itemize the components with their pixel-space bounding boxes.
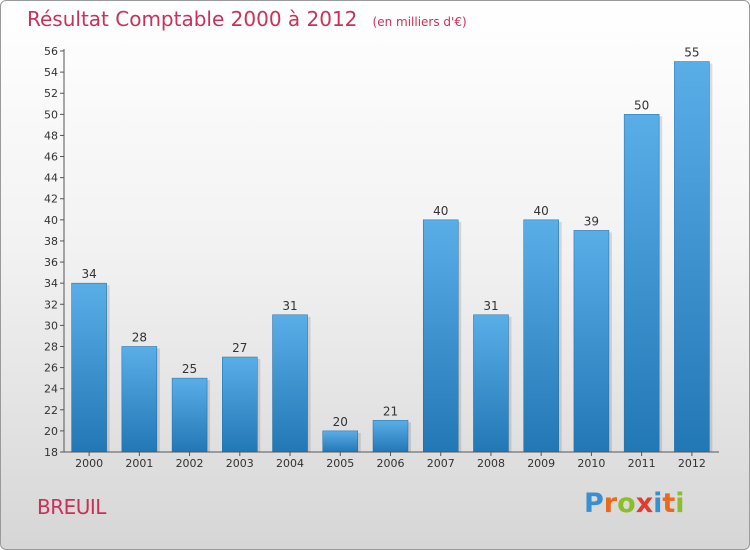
y-tick-label: 48 (44, 129, 58, 142)
bar-value-label: 31 (282, 299, 297, 313)
x-tick-label: 2012 (678, 457, 706, 470)
bars: 34 28 25 27 31 20 21 40 31 40 39 50 55 (71, 46, 713, 453)
bar-2007 (422, 219, 459, 453)
y-tick-label: 20 (44, 425, 58, 438)
logo-letter: i (653, 488, 663, 519)
y-tick-label: 34 (44, 277, 58, 290)
bar-2010 (573, 230, 610, 453)
y-tick-label: 40 (44, 214, 58, 227)
chart-header: Résultat Comptable 2000 à 2012 (en milli… (27, 7, 467, 31)
commune-name: BREUIL (37, 495, 106, 519)
logo-letter: P (584, 488, 604, 519)
x-axis: 2000 2001 2002 2003 2004 2005 2006 2007 2008 2009… (64, 451, 719, 470)
bar-value-label: 34 (81, 267, 96, 281)
y-tick-label: 52 (44, 87, 58, 100)
bar-value-label: 31 (483, 299, 498, 313)
y-tick-label: 22 (44, 404, 58, 417)
bar-2009 (523, 219, 559, 453)
y-tick-label: 28 (44, 340, 58, 353)
x-tick-label: 2011 (628, 457, 656, 470)
x-tick-label: 2005 (326, 457, 354, 470)
x-tick-label: 2010 (577, 457, 605, 470)
y-tick-label: 32 (44, 298, 58, 311)
bar-value-label: 50 (634, 98, 649, 112)
bar-value-label: 40 (433, 204, 448, 218)
bar-2001 (121, 346, 158, 453)
x-tick-label: 2006 (377, 457, 405, 470)
bar-value-label: 28 (132, 330, 147, 344)
bar-value-label: 55 (684, 46, 699, 60)
chart-title: Résultat Comptable 2000 à 2012 (27, 7, 358, 31)
y-tick-label: 46 (44, 151, 58, 164)
bar-2002 (171, 377, 208, 453)
x-tick-label: 2004 (276, 457, 304, 470)
bar-2011 (623, 114, 660, 453)
y-tick-label: 36 (44, 256, 58, 269)
chart-subtitle: (en milliers d'€) (372, 15, 467, 29)
y-tick-label: 56 (44, 45, 58, 58)
y-tick-label: 38 (44, 235, 58, 248)
x-tick-label: 2001 (125, 457, 153, 470)
y-tick-label: 44 (44, 172, 58, 185)
x-tick-label: 2003 (226, 457, 254, 470)
x-tick-label: 2000 (75, 457, 103, 470)
bar-value-label: 40 (534, 204, 549, 218)
logo-letter: r (603, 488, 618, 519)
bar-value-label: 25 (182, 362, 197, 376)
y-tick-label: 50 (44, 108, 58, 121)
bar-value-label: 21 (383, 404, 398, 418)
logo-letter: x (635, 488, 654, 519)
y-tick-label: 24 (44, 383, 58, 396)
bar-2012 (674, 61, 710, 453)
y-axis: 18 20 22 24 26 28 30 32 34 36 38 40 42 44 46 48 50 52 54 56 (44, 45, 65, 459)
y-tick-label: 54 (44, 66, 58, 79)
x-tick-label: 2007 (427, 457, 455, 470)
y-tick-label: 42 (44, 193, 58, 206)
y-tick-label: 26 (44, 362, 58, 375)
x-tick-label: 2009 (527, 457, 555, 470)
x-tick-label: 2008 (477, 457, 505, 470)
bar-2003 (222, 356, 258, 453)
bar-value-label: 20 (333, 415, 348, 429)
logo-letter: i (675, 488, 685, 519)
bar-2000 (71, 282, 107, 453)
x-tick-label: 2002 (176, 457, 204, 470)
bar-2005 (322, 430, 359, 453)
bar-2006 (372, 420, 409, 453)
logo-letter: t (662, 488, 676, 519)
y-tick-label: 30 (44, 319, 58, 332)
proxiti-logo: Proxiti (584, 488, 685, 519)
logo-letter: o (617, 488, 636, 519)
bar-2004 (272, 314, 308, 453)
bar-value-label: 27 (232, 341, 247, 355)
bar-2008 (473, 314, 509, 453)
y-tick-label: 18 (44, 446, 58, 459)
bar-value-label: 39 (584, 214, 599, 228)
